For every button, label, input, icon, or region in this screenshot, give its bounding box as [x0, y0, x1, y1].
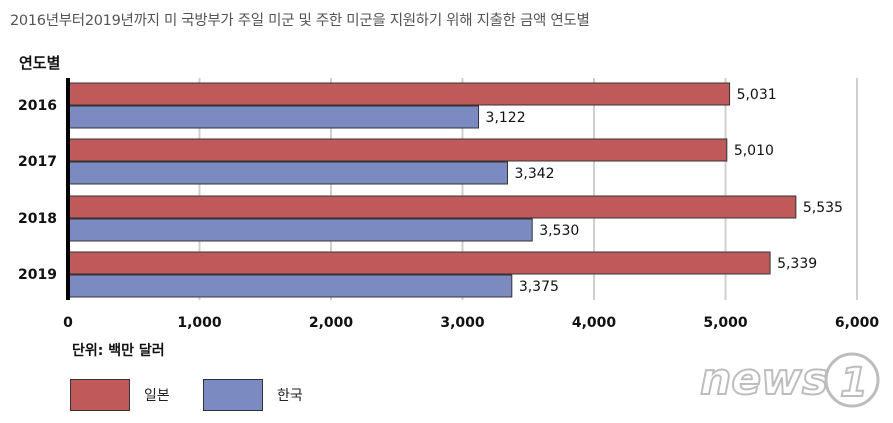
data-label: 3,530 — [539, 223, 579, 239]
x-tick-label: 1,000 — [177, 315, 222, 331]
unit-label: 단위: 백만 달러 — [72, 343, 165, 359]
bar-japan — [67, 195, 797, 219]
x-tick-label: 2,000 — [309, 315, 354, 331]
x-tick-label: 6,000 — [835, 315, 880, 331]
svg-text:1: 1 — [840, 360, 868, 406]
bar-korea — [67, 218, 533, 242]
legend-swatch-japan — [70, 379, 130, 411]
legend-item-korea: 한국 — [203, 378, 303, 412]
bar-japan — [67, 82, 731, 106]
chart-title: 2016년부터2019년까지 미 국방부가 주일 미군 및 주한 미군을 지원하… — [10, 13, 590, 29]
bar-japan — [67, 138, 728, 162]
x-tick-label: 5,000 — [703, 315, 748, 331]
bar-korea — [67, 161, 508, 185]
data-label: 5,535 — [803, 200, 843, 216]
bar-korea — [67, 105, 480, 129]
news1-logo: news 1 — [700, 352, 880, 408]
category-tick-label: 2016 — [18, 98, 57, 114]
legend-label-japan: 일본 — [144, 388, 170, 404]
x-tick-label: 4,000 — [572, 315, 617, 331]
svg-text:news: news — [700, 354, 828, 405]
legend-item-japan: 일본 — [70, 378, 170, 412]
data-label: 5,031 — [737, 87, 777, 103]
bar-japan — [67, 251, 771, 275]
category-axis-label: 연도별 — [19, 54, 61, 72]
legend-label-korea: 한국 — [277, 388, 303, 404]
category-tick-label: 2018 — [18, 211, 57, 227]
category-tick-label: 2017 — [18, 154, 57, 170]
data-label: 5,010 — [734, 143, 774, 159]
x-tick-label: 0 — [63, 315, 73, 331]
data-label: 3,375 — [519, 279, 559, 295]
legend-swatch-korea — [203, 379, 263, 411]
x-tick-label: 3,000 — [440, 315, 485, 331]
data-label: 5,339 — [777, 256, 817, 272]
category-tick-label: 2019 — [18, 267, 57, 283]
data-label: 3,342 — [514, 166, 554, 182]
bar-korea — [67, 274, 513, 298]
data-label: 3,122 — [486, 110, 526, 126]
